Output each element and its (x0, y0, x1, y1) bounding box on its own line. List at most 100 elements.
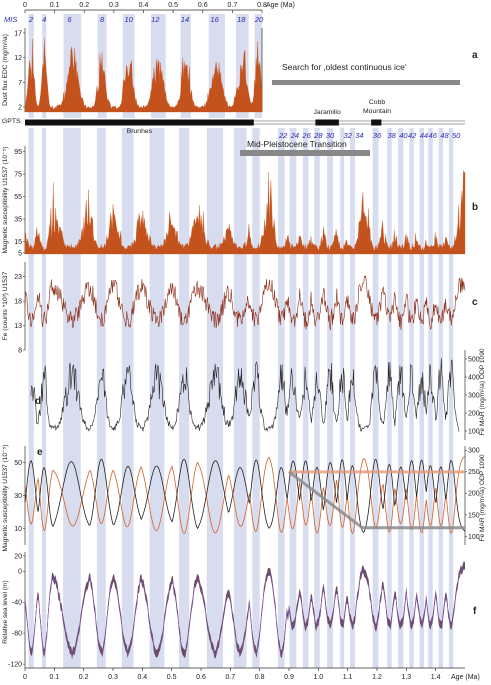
panel-d-y-tick-label: 400 (468, 374, 480, 381)
panel-a-dust-flux: 17 12 7 2 Dust flux EDC (mg/m²/a) Search for … (2, 28, 460, 113)
top-axis-tick-label: 0.8 (257, 2, 267, 9)
top-axis-title: Age (Ma) (266, 2, 295, 9)
panel-b-y-tick-label: 35 (14, 217, 22, 224)
glacial-band (409, 128, 414, 668)
gpts-cobb-label-1: Cobb (369, 99, 385, 106)
mis-stage-label: 30 (326, 131, 335, 140)
panel-letter-e: e (37, 447, 43, 458)
gpts-polarity-bar: GPTS Brunhes Jaramillo Cobb Mountain (2, 99, 465, 135)
glacial-band (206, 128, 223, 668)
bottom-axis-tick-label: 0.8 (255, 674, 265, 681)
panel-e-y2-tick-label: 250 (468, 469, 480, 476)
glacial-band (121, 128, 134, 668)
panel-e-y2-tick-label: 300 (468, 448, 480, 455)
top-axis-tick-label: 0.4 (139, 2, 149, 9)
gpts-chron (315, 119, 339, 126)
oldest-ice-text: Search for ‚oldest continuous ice‘ (282, 62, 407, 72)
glacial-band-top (28, 14, 34, 118)
glacial-band (387, 128, 392, 668)
panel-e-y2-tick-label: 150 (468, 512, 480, 519)
mis-stage-label: 36 (373, 131, 382, 140)
glacial-band (233, 128, 247, 668)
panel-f-sea-level-line (24, 564, 466, 656)
mis-stage-label: 32 (343, 131, 352, 140)
panel-b-y-tick-label: 75 (14, 172, 22, 179)
top-age-axis: 0 0.1 0.2 0.3 0.4 0.5 0.6 0.7 0.8 Age (Ma) (23, 2, 295, 13)
gpts-chron (25, 119, 254, 126)
mis-stage-label: 34 (355, 131, 363, 140)
top-axis-tick-label: 0.2 (79, 2, 89, 9)
panel-e-y-tick-label: 10 (14, 526, 22, 533)
panel-f-y-tick-label: -80 (12, 631, 22, 638)
mis-stage-label: 4 (42, 15, 46, 24)
bottom-axis-tick-label: 0.6 (196, 674, 206, 681)
mis-stage-label: 10 (125, 15, 134, 24)
panel-b-y-tick-label: 5 (18, 250, 22, 257)
panel-letter-d: d (35, 396, 41, 407)
glacial-band (63, 128, 81, 668)
mis-stage-label: 6 (67, 15, 72, 24)
panel-c-y-tick-label: 18 (14, 299, 22, 306)
panel-b-y-tick-label: 15 (14, 239, 22, 246)
mpt-bar (240, 150, 370, 156)
panel-e-y-tick-label: 30 (14, 493, 22, 500)
glacial-band (179, 128, 190, 668)
panel-c-fe-line (24, 275, 466, 331)
panel-a-y-tick-label: 7 (18, 80, 22, 87)
bottom-axis-tick-label: 0.7 (225, 674, 235, 681)
mis-stage-label: 20 (254, 15, 264, 24)
glacial-band (28, 128, 34, 668)
panel-f-sea-level: 20 0 -40 -80 -120 Relative sea level (m) (2, 552, 466, 669)
mis-stage-label: 42 (408, 131, 417, 140)
panel-letter-a: a (472, 50, 478, 61)
panel-c-fe-counts: 23 18 13 8 Fe (counts *10³) U1537 (2, 262, 466, 354)
glacial-band (277, 128, 285, 668)
panel-f-y-tick-label: 20 (14, 553, 22, 560)
panel-c-ylabel: Fe (counts *10³) U1537 (2, 271, 9, 340)
bottom-axis-title: Age (Ma) (451, 674, 480, 681)
panel-f-y-tick-label: -40 (12, 600, 22, 607)
panel-letter-f: f (473, 606, 477, 617)
bottom-axis-tick-label: 0.9 (284, 674, 294, 681)
glacial-band-top (122, 14, 135, 118)
glacial-band (303, 128, 309, 668)
panel-d-fe-mar: 500 400 300 200 100 Fe MAR (mg/m²/a) ODP 1090 (30, 348, 486, 440)
bottom-axis-tick-label: 1.3 (401, 674, 411, 681)
mis-stage-label: 2 (28, 15, 34, 24)
glacial-band (327, 128, 333, 668)
panel-d-y-tick-label: 500 (468, 356, 480, 363)
glacial-band (438, 128, 443, 668)
bottom-axis-tick-label: 0 (23, 674, 27, 681)
bottom-axis-tick-label: 1.0 (313, 674, 323, 681)
glacial-band (96, 128, 106, 668)
panel-e-ylabel-right: Fe MAR (mg/m²/a) ODP 1090 (479, 454, 486, 541)
panel-f-y-tick-label: -120 (8, 662, 22, 669)
panel-c-y-tick-label: 23 (14, 274, 22, 281)
panel-e-y2-tick-label: 200 (468, 491, 480, 498)
panel-a-dust-area (24, 38, 263, 113)
mis-stage-label: 16 (210, 15, 219, 24)
panel-e-comparison: 50 30 10 300 250 200 150 100 Magnetic susceptibi… (2, 444, 486, 551)
mis-stage-label: 46 (429, 131, 438, 140)
panel-letter-c: c (472, 297, 478, 308)
panel-c-y-tick-label: 13 (14, 323, 22, 330)
panel-a-y-tick-label: 17 (14, 30, 22, 37)
glacial-band (42, 128, 47, 668)
glacial-band (350, 128, 355, 668)
glacial-band (289, 128, 297, 668)
mis-stage-label: 28 (313, 131, 323, 140)
glacial-band (419, 128, 424, 668)
glacial-band (372, 128, 379, 668)
mis-stage-label: 44 (420, 131, 428, 140)
panel-letter-b: b (472, 202, 478, 213)
top-axis-tick-label: 0.1 (50, 2, 60, 9)
top-axis-tick-label: 0 (23, 2, 27, 9)
mis-stage-label: 18 (237, 15, 246, 24)
panel-d-ylabel: Fe MAR (mg/m²/a) ODP 1090 (479, 348, 486, 435)
panel-b-y-tick-label: 95 (14, 149, 22, 156)
top-axis-tick-label: 0.6 (198, 2, 208, 9)
gpts-jaramillo-label: Jaramillo (314, 109, 341, 116)
panel-a-y-tick-label: 12 (14, 55, 22, 62)
mis-stage-label: 24 (290, 131, 299, 140)
